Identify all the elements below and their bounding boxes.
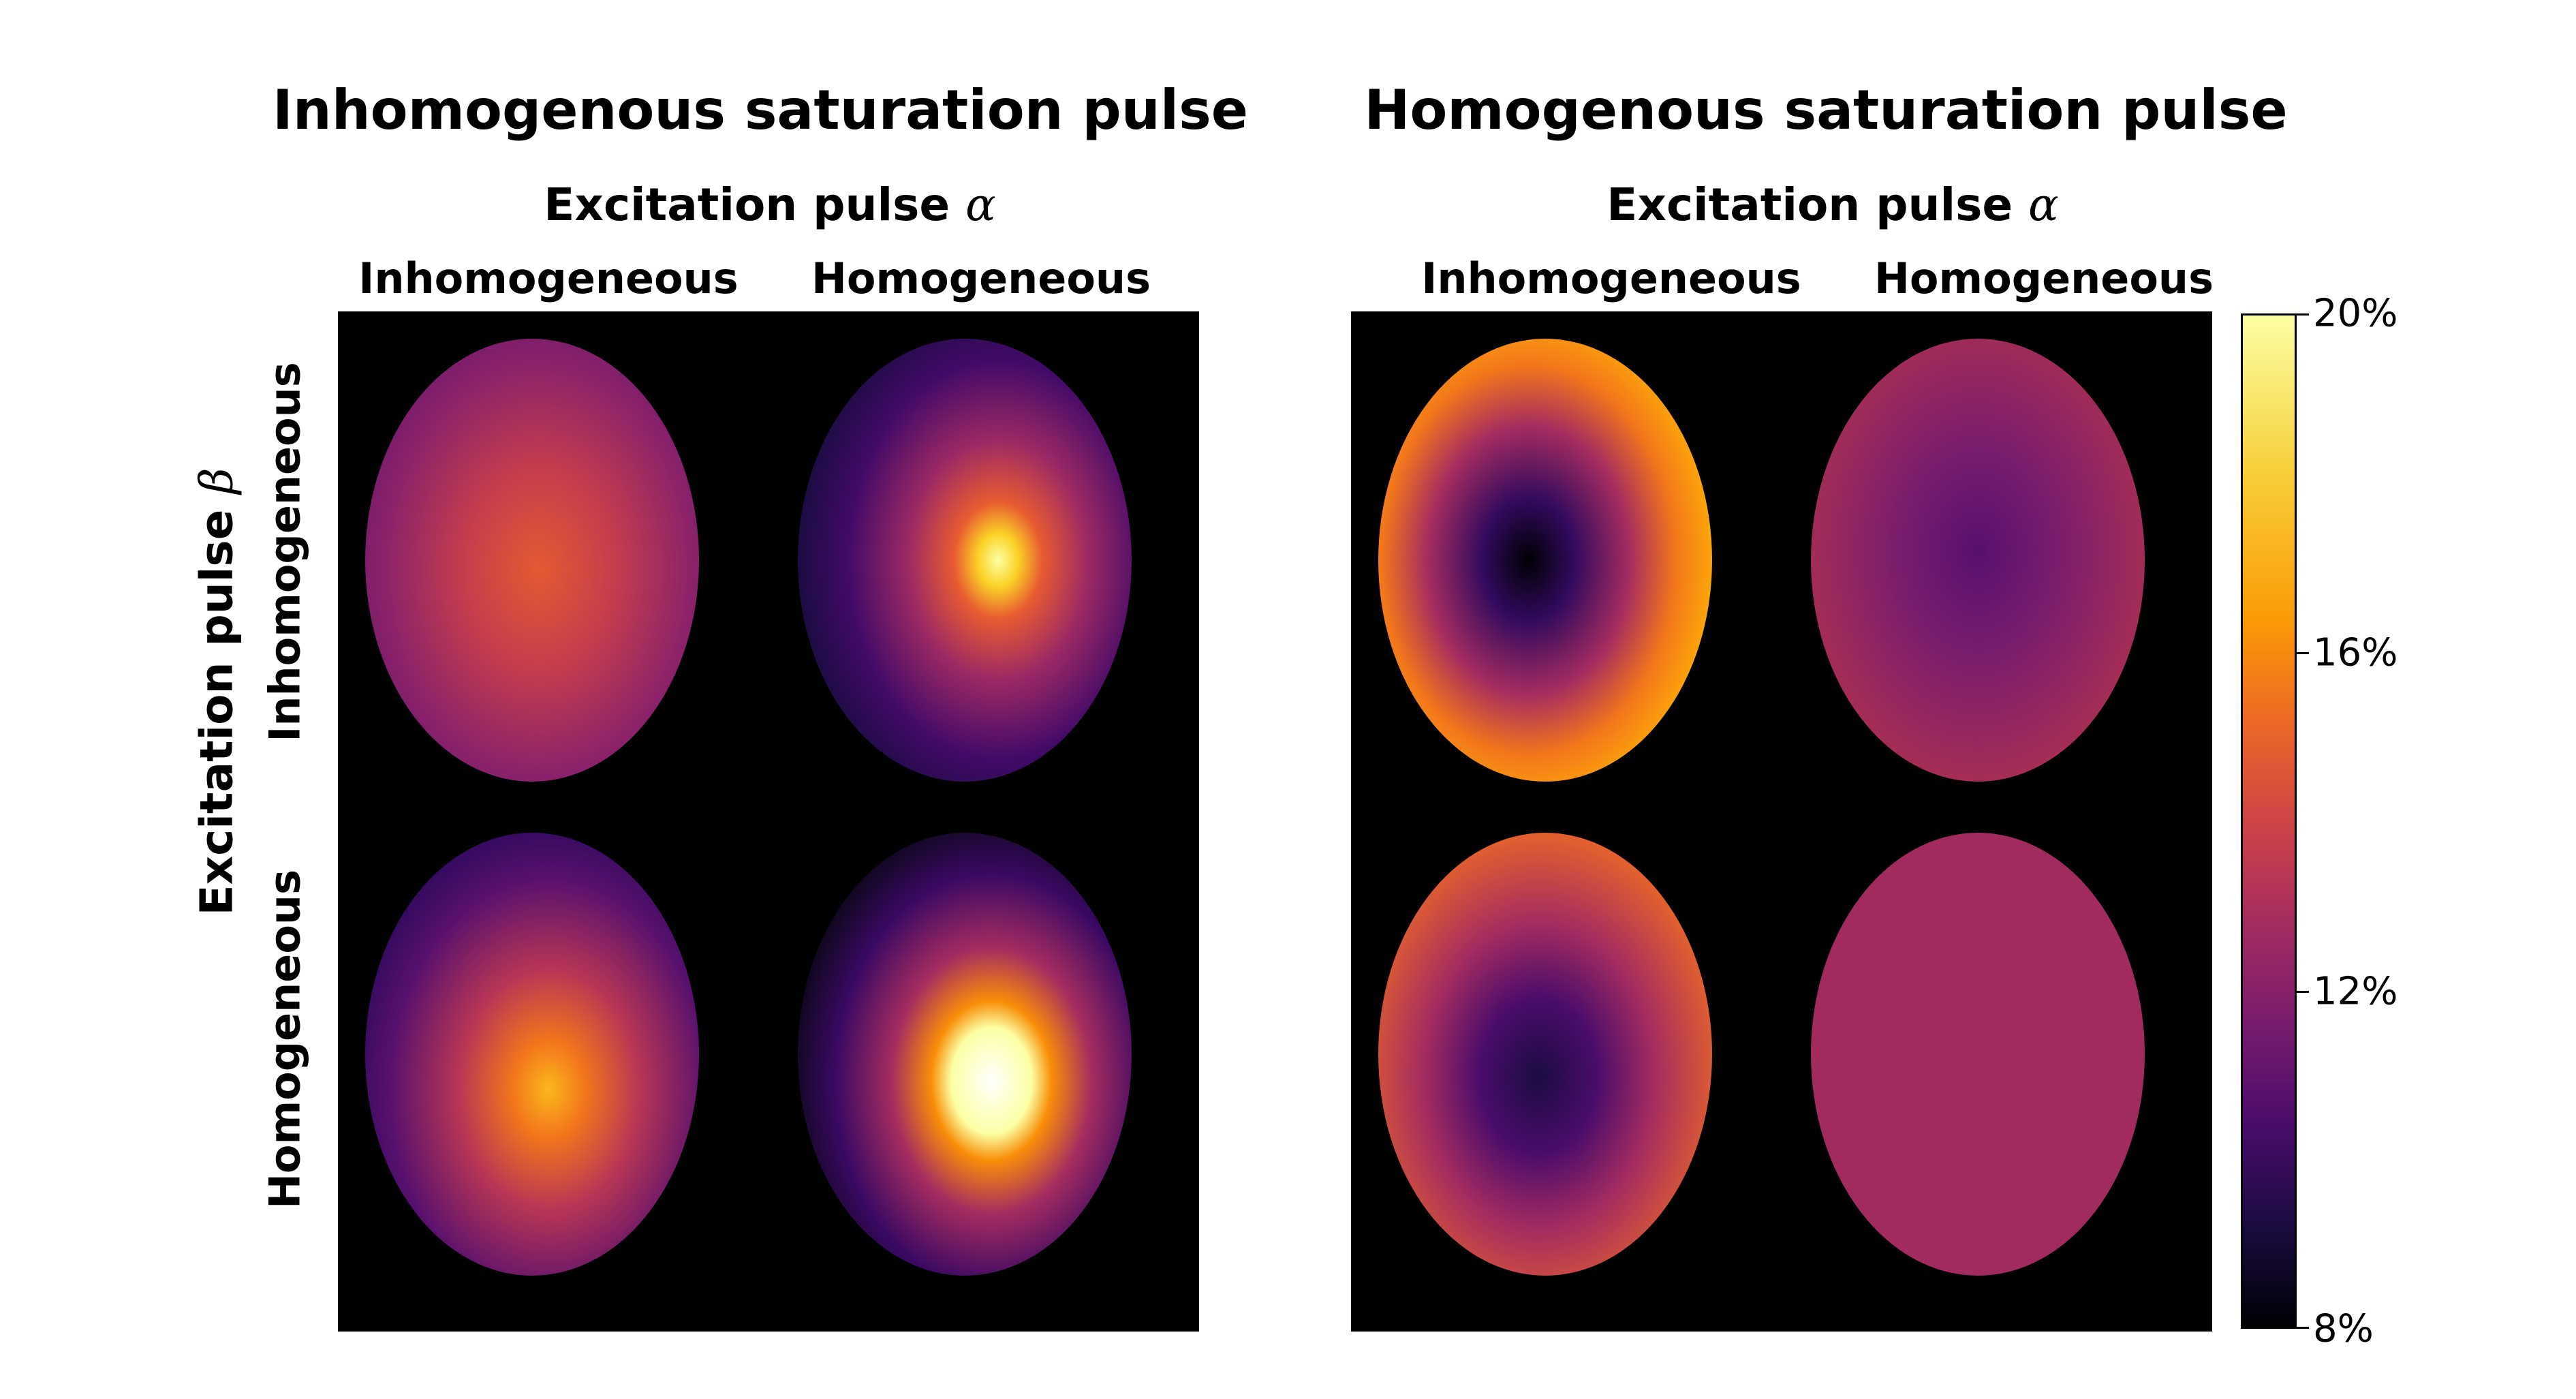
colorbar-tick-label: 8% <box>2313 1306 2374 1351</box>
right-subtitle: Excitation pulse α <box>1594 179 2071 231</box>
map-sat-inh-row-inh-col-hom <box>798 339 1132 782</box>
map-sat-hom-row-inh-col-hom <box>1811 339 2145 782</box>
row-header-homogeneous: Homogeneous <box>260 870 310 1209</box>
left-subtitle-text: Excitation pulse <box>544 179 950 231</box>
map-sat-hom-row-hom-col-inh <box>1378 833 1712 1276</box>
colorbar-tick-label: 20% <box>2313 291 2398 336</box>
left-title: Inhomogenous saturation pulse <box>273 78 1248 142</box>
beta-symbol: β <box>190 467 243 494</box>
colorbar-tick-label: 16% <box>2313 630 2398 675</box>
right-panel <box>1351 311 2212 1332</box>
left-subtitle: Excitation pulse α <box>531 179 1008 231</box>
col-header-left-homogeneous: Homogeneous <box>811 253 1151 303</box>
y-axis-label: Excitation pulse β <box>191 467 243 915</box>
alpha-symbol-right: α <box>2028 179 2059 231</box>
colorbar-tick-mark <box>2297 652 2309 654</box>
alpha-symbol: α <box>965 179 996 231</box>
col-header-left-inhomogeneous: Inhomogeneous <box>358 253 739 303</box>
map-sat-hom-row-hom-col-hom <box>1811 833 2145 1276</box>
col-header-right-inhomogeneous: Inhomogeneous <box>1421 253 1801 303</box>
left-panel <box>338 311 1199 1332</box>
left-panel-maps <box>365 339 1132 1276</box>
right-subtitle-text: Excitation pulse <box>1607 179 2013 231</box>
colorbar <box>2241 313 2297 1329</box>
colorbar-tick-mark <box>2297 1327 2309 1329</box>
map-sat-inh-row-hom-col-inh <box>365 833 699 1276</box>
row-header-inhomogeneous: Inhomogeneous <box>260 362 310 742</box>
y-axis-label-text: Excitation pulse <box>190 509 243 916</box>
right-title: Homogenous saturation pulse <box>1364 78 2288 142</box>
map-sat-inh-row-hom-col-hom <box>798 833 1132 1276</box>
map-sat-hom-row-inh-col-inh <box>1378 339 1712 782</box>
colorbar-tick-label: 12% <box>2313 969 2398 1014</box>
map-sat-inh-row-inh-col-inh <box>365 339 699 782</box>
right-panel-maps <box>1378 339 2145 1276</box>
colorbar-tick-mark <box>2297 313 2309 316</box>
col-header-right-homogeneous: Homogeneous <box>1874 253 2214 303</box>
colorbar-tick-mark <box>2297 991 2309 993</box>
